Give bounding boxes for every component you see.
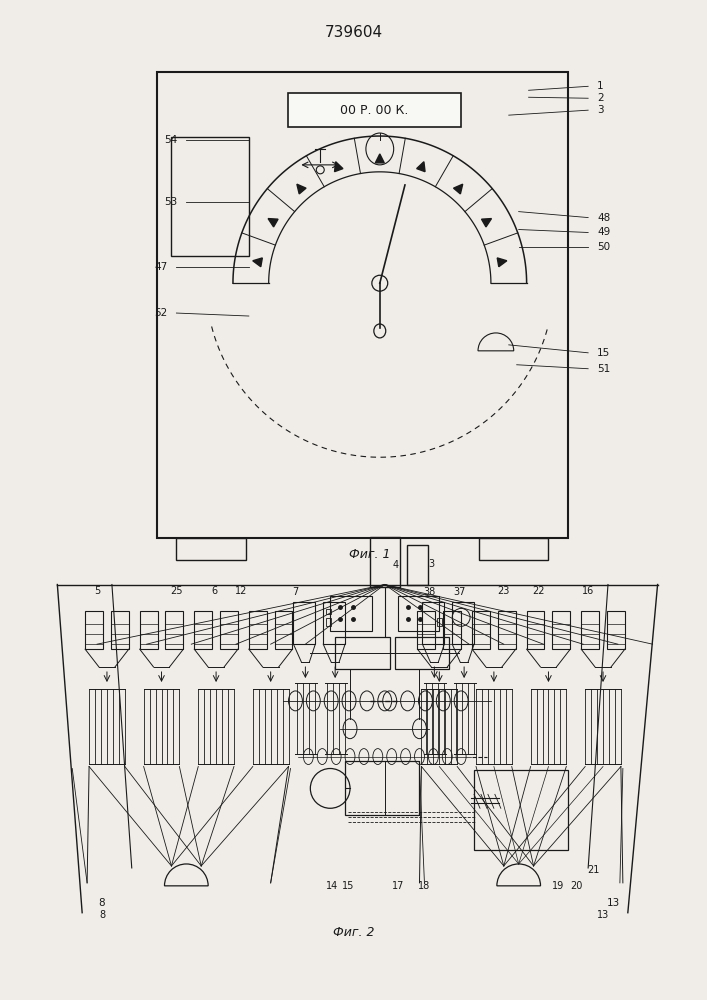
Bar (345, 761, 419, 815)
Text: 7: 7 (292, 587, 298, 597)
Bar (85, 611, 103, 649)
Text: 48: 48 (597, 213, 610, 223)
Bar (335, 637, 390, 669)
Text: 4: 4 (392, 560, 399, 570)
Bar (423, 602, 444, 644)
Circle shape (372, 275, 387, 291)
Bar (326, 609, 331, 614)
Polygon shape (334, 162, 343, 172)
Bar (177, 538, 246, 560)
Bar (438, 618, 443, 626)
Bar (552, 611, 571, 649)
Text: 3: 3 (428, 559, 434, 569)
Text: 15: 15 (597, 348, 610, 358)
Bar (452, 602, 474, 644)
Bar (326, 618, 331, 626)
Text: 3: 3 (597, 105, 604, 115)
Text: 23: 23 (498, 586, 510, 596)
Text: 16: 16 (582, 586, 595, 596)
Bar (443, 611, 461, 649)
Text: 50: 50 (597, 242, 610, 252)
Text: 54: 54 (164, 135, 177, 145)
Polygon shape (416, 162, 425, 172)
Bar (527, 611, 544, 649)
Text: 53: 53 (164, 197, 177, 207)
Text: 8: 8 (99, 898, 105, 908)
Text: 20: 20 (570, 881, 583, 891)
Bar (330, 596, 372, 631)
Text: Фиг. 1: Фиг. 1 (349, 548, 391, 561)
Text: Фиг. 2: Фиг. 2 (333, 926, 375, 939)
Bar (165, 611, 183, 649)
Polygon shape (253, 258, 262, 267)
Polygon shape (453, 184, 462, 194)
Bar (249, 611, 267, 649)
Bar (220, 611, 238, 649)
Bar (111, 611, 129, 649)
Bar (418, 611, 436, 649)
Text: 12: 12 (235, 586, 247, 596)
Text: 52: 52 (154, 308, 168, 318)
Bar (498, 611, 515, 649)
Bar (140, 611, 158, 649)
Bar (293, 602, 315, 644)
Bar (194, 611, 212, 649)
Polygon shape (375, 154, 385, 163)
Text: 1: 1 (597, 81, 604, 91)
Text: 18: 18 (419, 881, 431, 891)
Bar (581, 611, 599, 649)
Text: 38: 38 (423, 587, 436, 597)
Text: 21: 21 (587, 865, 600, 875)
Bar (407, 545, 428, 585)
Text: 14: 14 (326, 881, 338, 891)
Text: 49: 49 (597, 227, 610, 237)
Text: 8: 8 (99, 910, 105, 920)
Bar (171, 137, 249, 256)
Polygon shape (268, 219, 278, 227)
Bar (370, 537, 399, 587)
Bar (323, 602, 345, 644)
Text: 47: 47 (154, 262, 168, 272)
Text: 00 Р. 00 К.: 00 Р. 00 К. (339, 104, 408, 117)
Bar (474, 770, 568, 850)
Bar (472, 611, 490, 649)
Text: 739604: 739604 (325, 25, 383, 40)
Text: 22: 22 (532, 586, 545, 596)
Bar (479, 538, 549, 560)
Bar (156, 72, 568, 538)
Text: 15: 15 (342, 881, 354, 891)
Text: 37: 37 (453, 587, 465, 597)
Text: 19: 19 (552, 881, 564, 891)
Text: 13: 13 (607, 898, 619, 908)
Bar (274, 611, 293, 649)
Text: 51: 51 (597, 364, 610, 374)
Text: 5: 5 (94, 586, 100, 596)
Text: 2: 2 (597, 93, 604, 103)
Text: 13: 13 (597, 910, 609, 920)
Text: 25: 25 (170, 586, 182, 596)
Text: 6: 6 (211, 586, 217, 596)
Text: 17: 17 (392, 881, 404, 891)
Polygon shape (297, 184, 306, 194)
Bar (288, 93, 461, 127)
Bar (395, 637, 449, 669)
Bar (397, 596, 439, 631)
Polygon shape (497, 258, 507, 267)
Polygon shape (481, 219, 491, 227)
Bar (607, 611, 625, 649)
